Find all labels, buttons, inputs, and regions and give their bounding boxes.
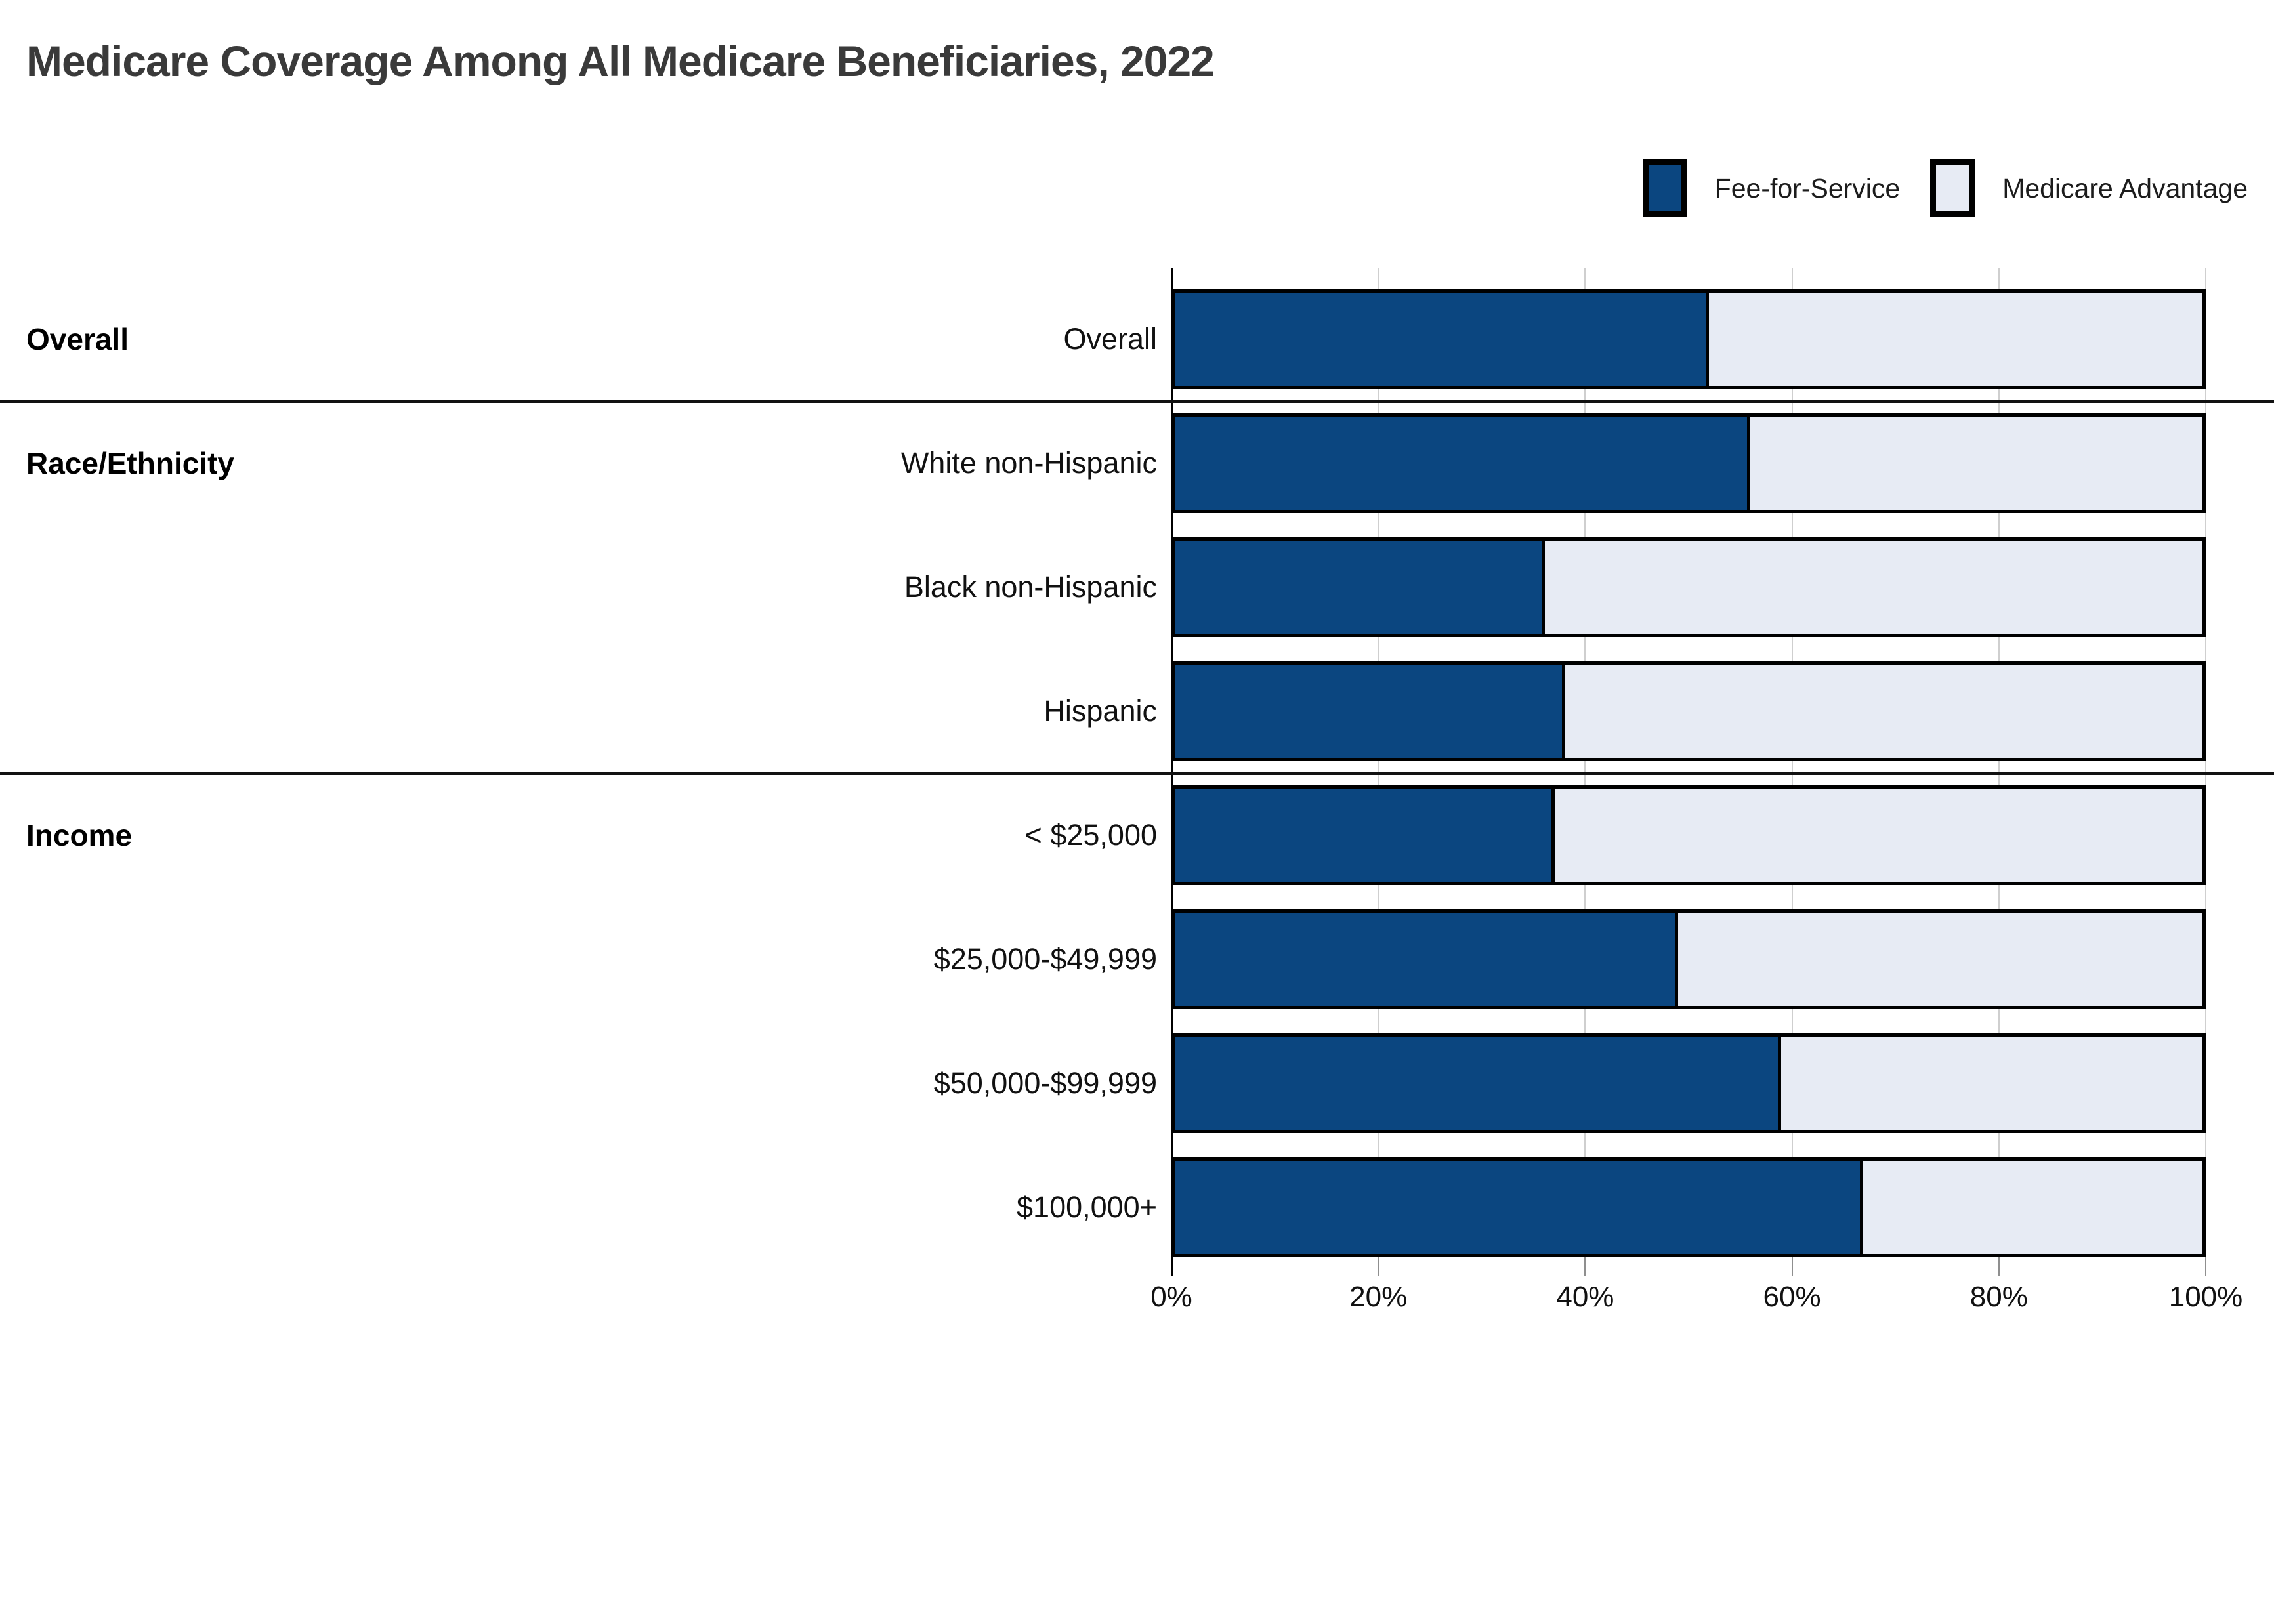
fee-for-service-segment bbox=[1175, 293, 1710, 386]
x-gridline bbox=[1791, 268, 1793, 1257]
x-axis-tick bbox=[1378, 1257, 1379, 1276]
fee-for-service-segment bbox=[1175, 789, 1555, 882]
stacked-bar-row bbox=[1171, 413, 2206, 513]
x-axis-tick-label: 20% bbox=[1349, 1281, 1408, 1313]
fee-for-service-swatch-icon bbox=[1642, 159, 1687, 217]
medicare-advantage-segment bbox=[1555, 789, 2202, 882]
stacked-bar-row bbox=[1171, 1033, 2206, 1133]
legend-item-medicare-advantage: Medicare Advantage bbox=[1930, 159, 2248, 217]
group-label: Race/Ethnicity bbox=[26, 446, 234, 480]
group-divider-line bbox=[0, 400, 2274, 403]
chart-title: Medicare Coverage Among All Medicare Ben… bbox=[26, 37, 1215, 85]
x-gridline bbox=[1584, 268, 1586, 1257]
x-axis-tick bbox=[1584, 1257, 1586, 1276]
row-label: $100,000+ bbox=[1017, 1190, 1157, 1224]
row-label: Overall bbox=[1063, 322, 1157, 356]
medicare-advantage-swatch-icon bbox=[1930, 159, 1975, 217]
x-gridline bbox=[2205, 268, 2206, 1257]
medicare-advantage-segment bbox=[1750, 417, 2202, 510]
fee-for-service-segment bbox=[1175, 541, 1545, 634]
group-divider-line bbox=[0, 772, 2274, 775]
stacked-bar-row bbox=[1171, 909, 2206, 1009]
x-axis-tick-label: 60% bbox=[1763, 1281, 1821, 1313]
medicare-advantage-segment bbox=[1544, 541, 2202, 634]
x-axis-tick bbox=[1998, 1257, 2000, 1276]
row-label: White non-Hispanic bbox=[900, 446, 1157, 480]
row-label: $25,000-$49,999 bbox=[933, 942, 1157, 976]
x-axis-tick-label: 40% bbox=[1556, 1281, 1614, 1313]
x-axis-tick bbox=[2205, 1257, 2206, 1276]
x-axis-tick-label: 0% bbox=[1150, 1281, 1192, 1313]
medicare-advantage-segment bbox=[1565, 665, 2202, 758]
fee-for-service-segment bbox=[1175, 913, 1679, 1006]
legend: Fee-for-Service Medicare Advantage bbox=[1642, 159, 2248, 217]
row-label: $50,000-$99,999 bbox=[933, 1066, 1157, 1100]
y-axis-line bbox=[1171, 268, 1173, 1276]
fee-for-service-segment bbox=[1175, 665, 1566, 758]
stacked-bar-row bbox=[1171, 537, 2206, 637]
group-label: Income bbox=[26, 818, 133, 852]
medicare-advantage-segment bbox=[1709, 293, 2202, 386]
medicare-advantage-segment bbox=[1678, 913, 2202, 1006]
stacked-bar-row bbox=[1171, 661, 2206, 761]
stacked-bar-row bbox=[1171, 1157, 2206, 1257]
group-label: Overall bbox=[26, 322, 129, 356]
stacked-bar-row bbox=[1171, 785, 2206, 885]
legend-item-fee-for-service: Fee-for-Service bbox=[1642, 159, 1901, 217]
legend-label-medicare-advantage: Medicare Advantage bbox=[2002, 173, 2248, 203]
x-axis-tick bbox=[1791, 1257, 1793, 1276]
row-label: Hispanic bbox=[1043, 694, 1157, 728]
stacked-bar-row bbox=[1171, 289, 2206, 389]
row-label: < $25,000 bbox=[1024, 818, 1157, 852]
x-axis-tick-label: 100% bbox=[2168, 1281, 2243, 1313]
fee-for-service-segment bbox=[1175, 1161, 1864, 1254]
row-label: Black non-Hispanic bbox=[904, 570, 1157, 604]
medicare-advantage-segment bbox=[1780, 1037, 2202, 1130]
x-gridline bbox=[1378, 268, 1379, 1257]
legend-label-fee-for-service: Fee-for-Service bbox=[1714, 173, 1901, 203]
fee-for-service-segment bbox=[1175, 417, 1750, 510]
fee-for-service-segment bbox=[1175, 1037, 1781, 1130]
medicare-advantage-segment bbox=[1863, 1161, 2202, 1254]
x-gridline bbox=[1998, 268, 2000, 1257]
x-axis-tick-label: 80% bbox=[1969, 1281, 2028, 1313]
